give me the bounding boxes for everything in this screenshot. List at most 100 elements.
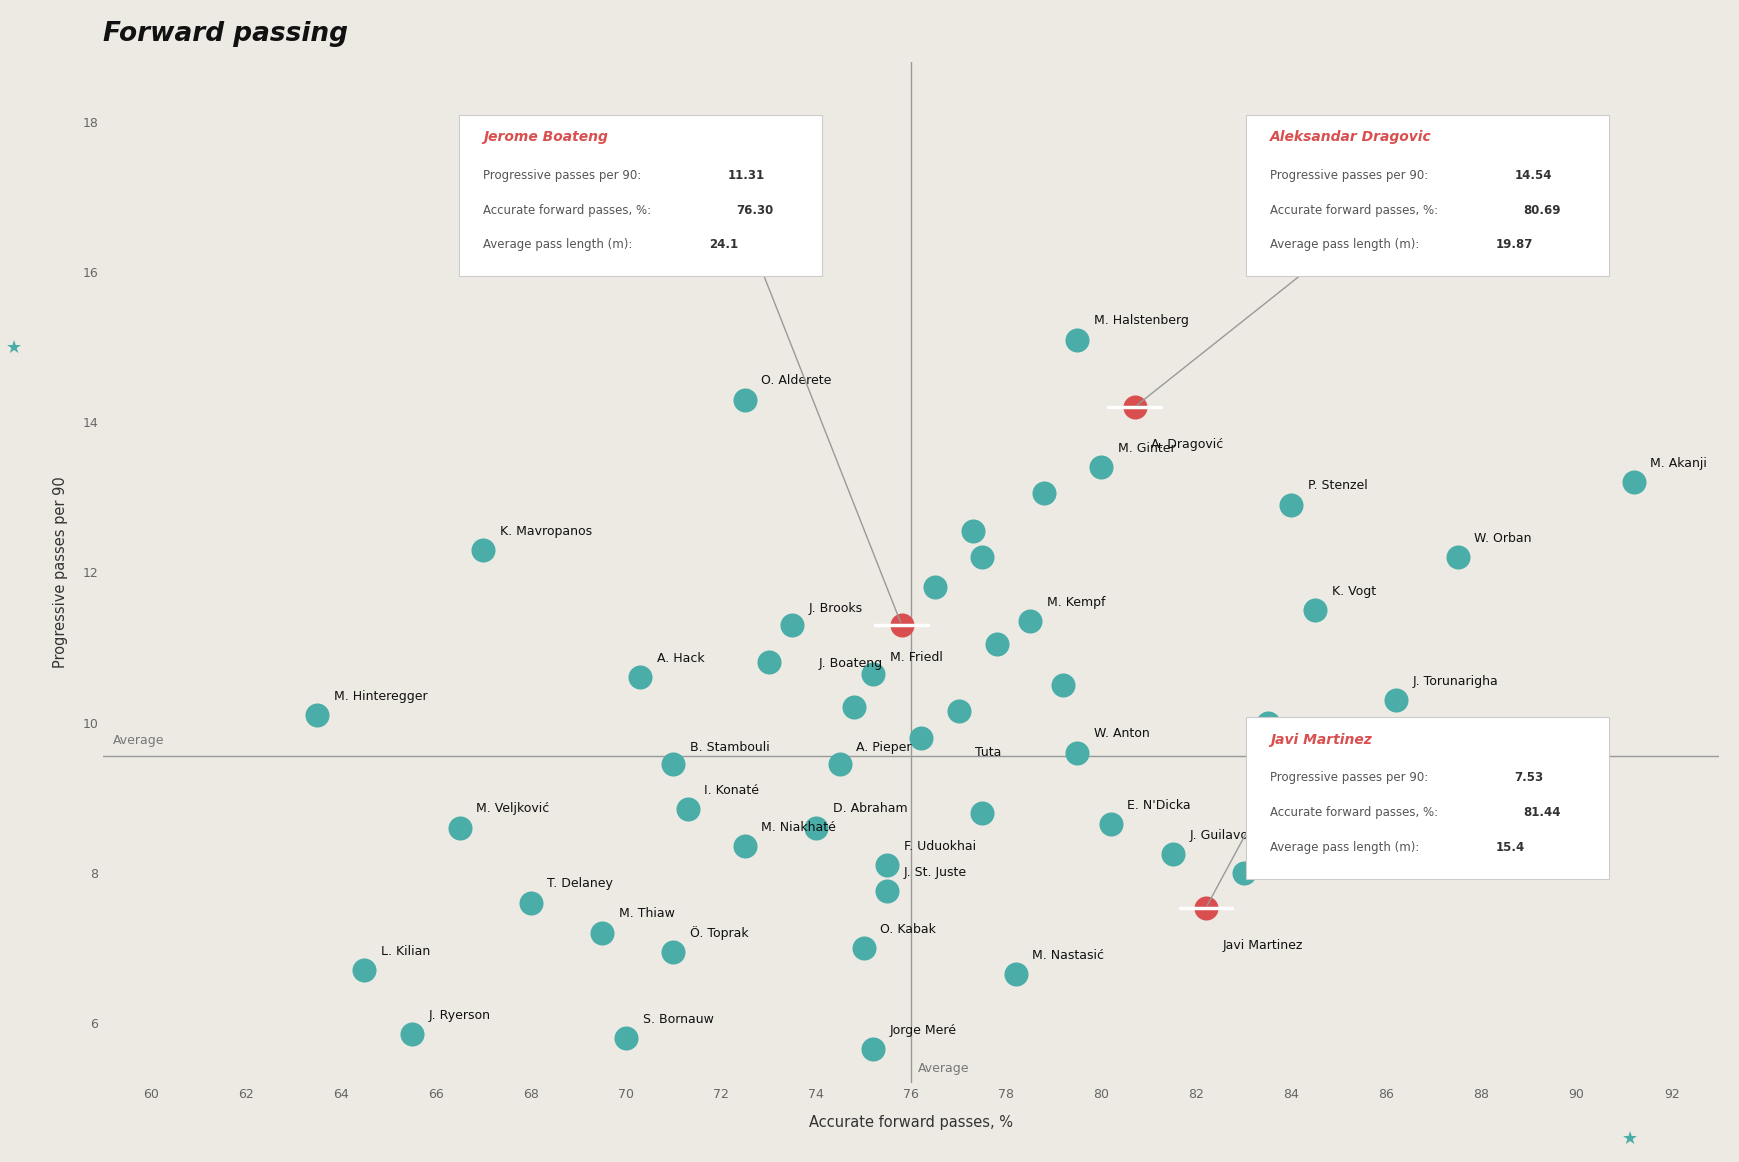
Point (1254, 713, 1282, 732)
Point (859, 665, 887, 683)
Point (958, 522, 986, 540)
Text: ★: ★ (7, 338, 23, 357)
Text: Progressive passes per 90:: Progressive passes per 90: (1269, 772, 1431, 784)
Point (612, 1028, 640, 1047)
Text: Average: Average (918, 1062, 969, 1076)
Point (303, 705, 330, 724)
Text: J. St. Juste: J. St. Juste (904, 866, 967, 880)
Point (1087, 458, 1115, 476)
Point (730, 390, 758, 409)
Text: Progressive passes per 90:: Progressive passes per 90: (1269, 168, 1431, 182)
Text: 11.31: 11.31 (727, 168, 763, 182)
Text: L. Kilian: L. Kilian (381, 945, 430, 957)
Text: 80.69: 80.69 (1522, 203, 1560, 216)
Text: Javi Martinez: Javi Martinez (1269, 733, 1370, 747)
Text: M. Nastasić: M. Nastasić (1031, 949, 1104, 962)
Point (755, 653, 783, 672)
Point (673, 799, 701, 818)
Point (1276, 495, 1304, 514)
Text: M. Ginter: M. Ginter (1116, 442, 1176, 454)
Point (1229, 863, 1257, 882)
Text: 15.4: 15.4 (1496, 841, 1525, 854)
Text: ★: ★ (1621, 1131, 1638, 1148)
Point (588, 924, 616, 942)
Text: A. Hack: A. Hack (656, 652, 704, 665)
Point (1619, 473, 1647, 492)
Point (1049, 675, 1076, 694)
Text: 14.54: 14.54 (1513, 168, 1551, 182)
Text: K. Vogt: K. Vogt (1330, 584, 1376, 597)
Point (1029, 485, 1057, 503)
Text: T. Delaney: T. Delaney (548, 877, 614, 890)
Text: M. Akanji: M. Akanji (1649, 457, 1706, 469)
Point (626, 668, 654, 687)
Point (1443, 548, 1471, 567)
Point (969, 548, 996, 567)
Text: M. Hinteregger: M. Hinteregger (334, 690, 428, 703)
Text: 76.30: 76.30 (736, 203, 774, 216)
Point (859, 1040, 887, 1059)
Text: A. Dragović: A. Dragović (1151, 438, 1223, 451)
Text: M. Halstenberg: M. Halstenberg (1094, 314, 1188, 328)
Point (1301, 601, 1329, 619)
Point (516, 894, 544, 912)
Text: 24.1: 24.1 (710, 238, 737, 251)
Point (1096, 815, 1123, 833)
Text: 81.44: 81.44 (1522, 806, 1560, 819)
Text: Average pass length (m):: Average pass length (m): (1269, 841, 1423, 854)
Point (969, 803, 996, 822)
Point (1063, 330, 1090, 349)
FancyBboxPatch shape (459, 115, 823, 277)
Text: I. Konaté: I. Konaté (704, 783, 758, 797)
Text: J. Torunarigha: J. Torunarigha (1412, 675, 1497, 688)
Text: 7.53: 7.53 (1513, 772, 1542, 784)
Point (470, 540, 497, 559)
Point (730, 837, 758, 855)
Text: D. Abraham: D. Abraham (833, 802, 906, 816)
Text: Jorge Meré: Jorge Meré (889, 1024, 956, 1037)
Text: Accurate forward passes, %:: Accurate forward passes, %: (1269, 806, 1442, 819)
Point (1120, 397, 1148, 416)
FancyBboxPatch shape (1245, 115, 1609, 277)
Text: Aleksandar Dragovic: Aleksandar Dragovic (1269, 130, 1431, 144)
Text: W. Orban: W. Orban (1473, 532, 1530, 545)
Text: 19.87: 19.87 (1496, 238, 1532, 251)
Text: M. Thiaw: M. Thiaw (619, 908, 675, 920)
Point (777, 616, 805, 634)
Point (873, 882, 901, 901)
Point (1381, 690, 1409, 709)
Text: M. Niakhaté: M. Niakhaté (762, 822, 836, 834)
Text: Jerome Boateng: Jerome Boateng (482, 130, 607, 144)
Point (906, 729, 934, 747)
Text: Javi Martinez: Javi Martinez (1223, 939, 1303, 952)
Point (826, 754, 854, 773)
Text: E. N'Dicka: E. N'Dicka (1127, 798, 1189, 811)
Text: J. Guilavogui: J. Guilavogui (1188, 829, 1266, 841)
Text: J. Ryerson: J. Ryerson (428, 1009, 490, 1021)
Text: A. Pieper: A. Pieper (856, 741, 911, 754)
Text: M. Veljković: M. Veljković (476, 802, 550, 816)
Text: S. Bornauw: S. Bornauw (642, 1012, 713, 1026)
Point (1016, 612, 1043, 631)
Text: Average pass length (m):: Average pass length (m): (1269, 238, 1423, 251)
FancyBboxPatch shape (1245, 717, 1609, 878)
Text: O. Kabak: O. Kabak (880, 923, 936, 935)
Point (944, 702, 972, 720)
Text: M. Kempf: M. Kempf (1045, 596, 1104, 609)
Point (840, 698, 868, 717)
Point (1063, 744, 1090, 762)
Text: P. Stenzel: P. Stenzel (1308, 480, 1367, 493)
Point (659, 942, 687, 961)
Point (350, 961, 377, 980)
Text: J. Boateng: J. Boateng (817, 658, 882, 670)
Text: O. Alderete: O. Alderete (762, 374, 831, 387)
X-axis label: Accurate forward passes, %: Accurate forward passes, % (809, 1114, 1012, 1129)
Text: Ö. Toprak: Ö. Toprak (690, 926, 748, 940)
Text: B. Stambouli: B. Stambouli (690, 741, 769, 754)
Text: S. Bender: S. Bender (1379, 765, 1440, 777)
Point (1348, 781, 1376, 799)
Point (1348, 747, 1376, 766)
Point (398, 1025, 426, 1043)
Text: Tuta: Tuta (976, 746, 1002, 759)
Point (983, 634, 1010, 653)
